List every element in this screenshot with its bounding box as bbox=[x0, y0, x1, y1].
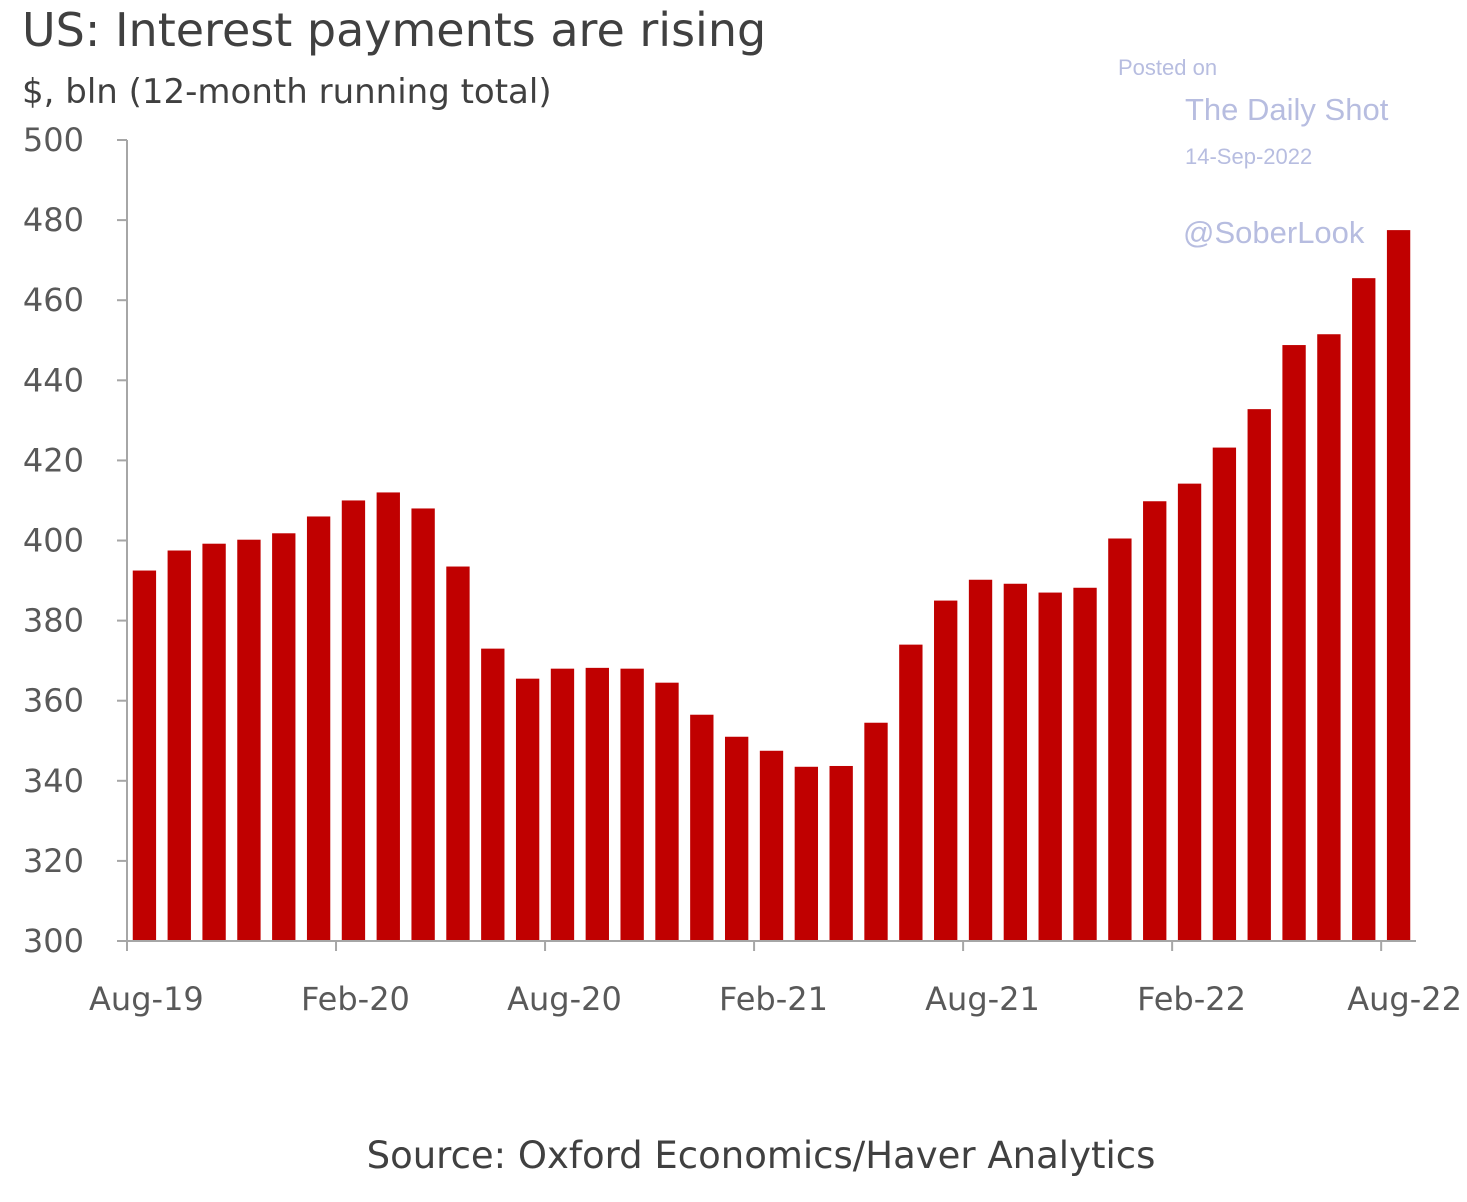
bar-jan-20 bbox=[306, 516, 331, 941]
x-tick-label: Feb-21 bbox=[719, 980, 828, 1018]
y-tick-label: 300 bbox=[23, 922, 84, 960]
chart-subtitle: $, bln (12-month running total) bbox=[22, 72, 552, 112]
bar-apr-22 bbox=[1247, 409, 1271, 941]
y-tick-label: 400 bbox=[23, 522, 84, 560]
y-tick-label: 320 bbox=[23, 842, 84, 880]
watermark-date: 14-Sep-2022 bbox=[1185, 144, 1312, 169]
bar-apr-20 bbox=[411, 508, 435, 941]
source-note: Source: Oxford Economics/Haver Analytics bbox=[367, 1134, 1156, 1177]
y-tick-label: 440 bbox=[23, 361, 84, 399]
bar-dec-21 bbox=[1108, 538, 1132, 941]
bar-jan-21 bbox=[724, 736, 749, 941]
bar-nov-21 bbox=[1073, 587, 1097, 941]
bar-apr-21 bbox=[829, 765, 853, 941]
bar-mar-22 bbox=[1212, 447, 1237, 941]
y-tick-label: 500 bbox=[23, 121, 84, 159]
watermark-name: The Daily Shot bbox=[1185, 92, 1389, 127]
bar-may-20 bbox=[446, 566, 470, 941]
x-tick-label: Aug-21 bbox=[925, 980, 1040, 1018]
watermark-posted-on: Posted on bbox=[1118, 55, 1217, 80]
y-tick-label: 360 bbox=[23, 682, 84, 720]
bar-may-22 bbox=[1282, 345, 1306, 941]
bar-sep-20 bbox=[585, 667, 609, 941]
bar-nov-20 bbox=[655, 682, 679, 941]
bar-aug-22 bbox=[1386, 230, 1411, 942]
bar-aug-19 bbox=[132, 570, 157, 941]
bar-oct-21 bbox=[1038, 592, 1062, 941]
y-tick-label: 340 bbox=[23, 762, 84, 800]
bar-jun-20 bbox=[481, 648, 505, 941]
x-tick-label: Aug-19 bbox=[89, 980, 204, 1018]
bar-aug-21 bbox=[968, 579, 993, 941]
bar-sep-19 bbox=[167, 550, 191, 941]
bar-aug-20 bbox=[550, 668, 575, 941]
bar-feb-21 bbox=[759, 750, 784, 941]
bar-jun-22 bbox=[1317, 334, 1341, 941]
bar-feb-22 bbox=[1177, 483, 1202, 941]
bar-oct-20 bbox=[620, 668, 644, 941]
x-tick-label: Feb-20 bbox=[301, 980, 410, 1018]
bar-may-21 bbox=[864, 722, 888, 941]
y-tick-label: 480 bbox=[23, 201, 84, 239]
bar-mar-20 bbox=[376, 492, 400, 941]
bar-nov-19 bbox=[237, 539, 261, 941]
bar-sep-21 bbox=[1003, 583, 1028, 941]
y-tick-label: 460 bbox=[23, 281, 84, 319]
y-tick-label: 380 bbox=[23, 602, 84, 640]
bar-jul-21 bbox=[934, 600, 958, 941]
x-tick-label: Feb-22 bbox=[1137, 980, 1246, 1018]
bar-jul-22 bbox=[1352, 278, 1376, 941]
y-tick-label: 420 bbox=[23, 441, 84, 479]
bar-dec-19 bbox=[272, 533, 296, 941]
bar-jan-22 bbox=[1143, 501, 1167, 941]
y-axis: 500 480 460 440 420 400 380 360 340 320 300 bbox=[23, 121, 128, 960]
x-axis: Aug-19 Feb-20 Aug-20 Feb-21 Aug-21 Feb-22 Aug-… bbox=[89, 940, 1462, 1018]
watermark-handle: @SoberLook bbox=[1183, 215, 1365, 250]
bar-oct-19 bbox=[202, 543, 226, 941]
bar-mar-21 bbox=[794, 766, 819, 941]
bar-dec-20 bbox=[690, 714, 714, 941]
bars bbox=[132, 230, 1411, 942]
watermark: Posted on The Daily Shot 14-Sep-2022 @So… bbox=[1118, 55, 1389, 250]
x-tick-label: Aug-22 bbox=[1347, 980, 1462, 1018]
bar-feb-20 bbox=[341, 500, 366, 941]
bar-jun-21 bbox=[899, 644, 923, 941]
bar-jul-20 bbox=[515, 678, 540, 941]
chart-title: US: Interest payments are rising bbox=[22, 3, 766, 57]
x-tick-label: Aug-20 bbox=[507, 980, 622, 1018]
